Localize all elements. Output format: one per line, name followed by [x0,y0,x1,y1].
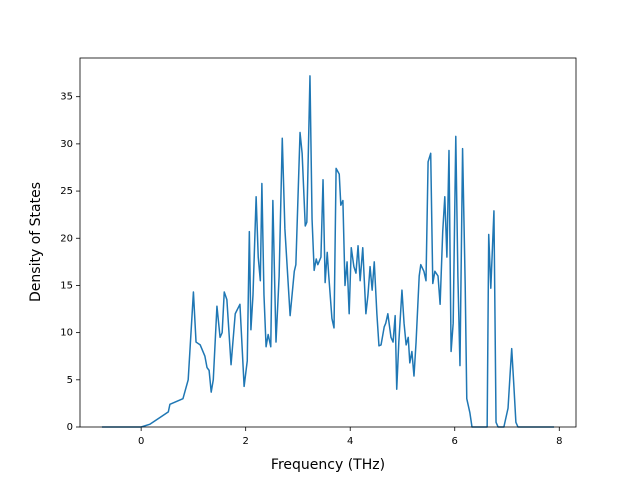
y-tick-label: 35 [60,92,73,103]
x-tick-label: 6 [452,436,458,447]
y-tick-label: 0 [67,422,73,433]
x-axis-label: Frequency (THz) [271,457,385,473]
y-tick-label: 10 [60,328,73,339]
x-tick-label: 4 [347,436,353,447]
x-tick-label: 2 [242,436,248,447]
x-tick-label: 8 [556,436,562,447]
x-tick-label: 0 [138,436,144,447]
y-axis-label: Density of States [28,182,44,302]
y-tick-label: 30 [60,139,73,150]
data-line [101,75,555,428]
y-tick-label: 20 [60,233,73,244]
y-tick-label: 5 [67,375,73,386]
plot-frame [79,57,577,428]
y-tick-label: 15 [60,280,73,291]
y-tick-label: 25 [60,186,73,197]
